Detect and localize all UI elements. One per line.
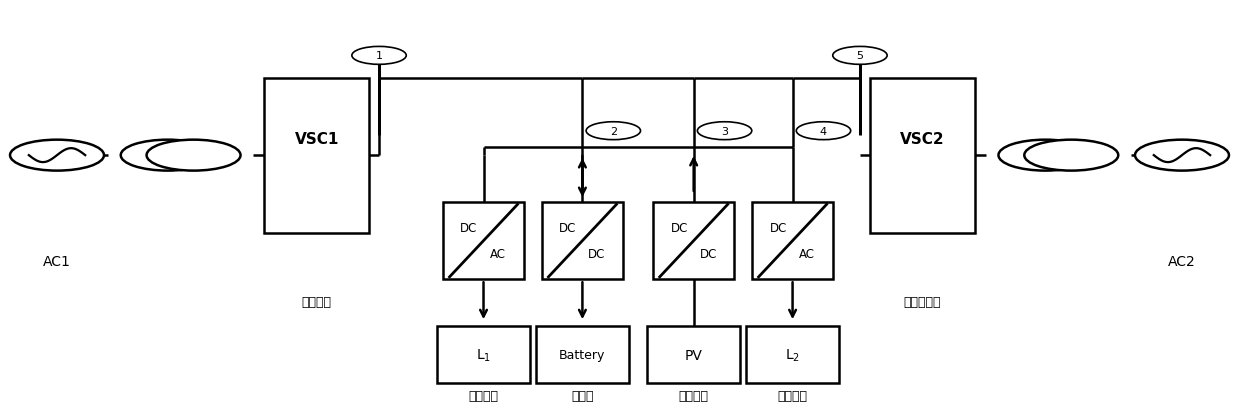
Circle shape — [797, 122, 851, 140]
Text: Battery: Battery — [559, 348, 606, 361]
Text: 主换流站: 主换流站 — [301, 296, 332, 308]
Circle shape — [586, 122, 641, 140]
Text: L$_1$: L$_1$ — [476, 346, 491, 363]
Text: 4: 4 — [820, 126, 828, 136]
Text: 次要负荷: 次要负荷 — [778, 389, 808, 402]
Text: DC: DC — [559, 221, 576, 234]
Circle shape — [698, 122, 752, 140]
Text: PV: PV — [685, 348, 703, 362]
Bar — [752, 202, 833, 280]
Circle shape — [833, 47, 887, 65]
Circle shape — [1135, 140, 1229, 171]
Bar — [444, 202, 524, 280]
Text: AC1: AC1 — [43, 254, 71, 268]
Circle shape — [146, 140, 240, 171]
Bar — [647, 326, 740, 383]
Bar — [437, 326, 530, 383]
Text: 重要负荷: 重要负荷 — [468, 389, 498, 402]
Bar — [536, 326, 628, 383]
Text: 光伏阵列: 光伏阵列 — [679, 389, 709, 402]
Text: 3: 3 — [721, 126, 729, 136]
Text: 1: 1 — [375, 51, 383, 61]
Circle shape — [120, 140, 214, 171]
Text: AC: AC — [489, 248, 506, 261]
Circle shape — [1025, 140, 1119, 171]
Bar — [543, 202, 622, 280]
Text: DC: DC — [700, 248, 717, 261]
Circle shape — [352, 47, 406, 65]
Text: VSC2: VSC2 — [900, 132, 944, 147]
Text: VSC1: VSC1 — [295, 132, 338, 147]
Bar — [870, 79, 975, 233]
Text: DC: DC — [769, 221, 787, 234]
Text: DC: DC — [461, 221, 478, 234]
Bar — [264, 79, 369, 233]
Text: AC: AC — [799, 248, 815, 261]
Text: 蓄电池: 蓄电池 — [571, 389, 593, 402]
Text: DC: DC — [670, 221, 688, 234]
Text: 5: 5 — [856, 51, 864, 61]
Circle shape — [999, 140, 1093, 171]
Text: DC: DC — [589, 248, 606, 261]
Circle shape — [10, 140, 104, 171]
Text: AC2: AC2 — [1168, 254, 1196, 268]
Text: 辅助换流站: 辅助换流站 — [903, 296, 942, 308]
Text: 2: 2 — [610, 126, 617, 136]
Bar — [653, 202, 733, 280]
Text: L$_2$: L$_2$ — [786, 346, 800, 363]
Bar — [746, 326, 839, 383]
